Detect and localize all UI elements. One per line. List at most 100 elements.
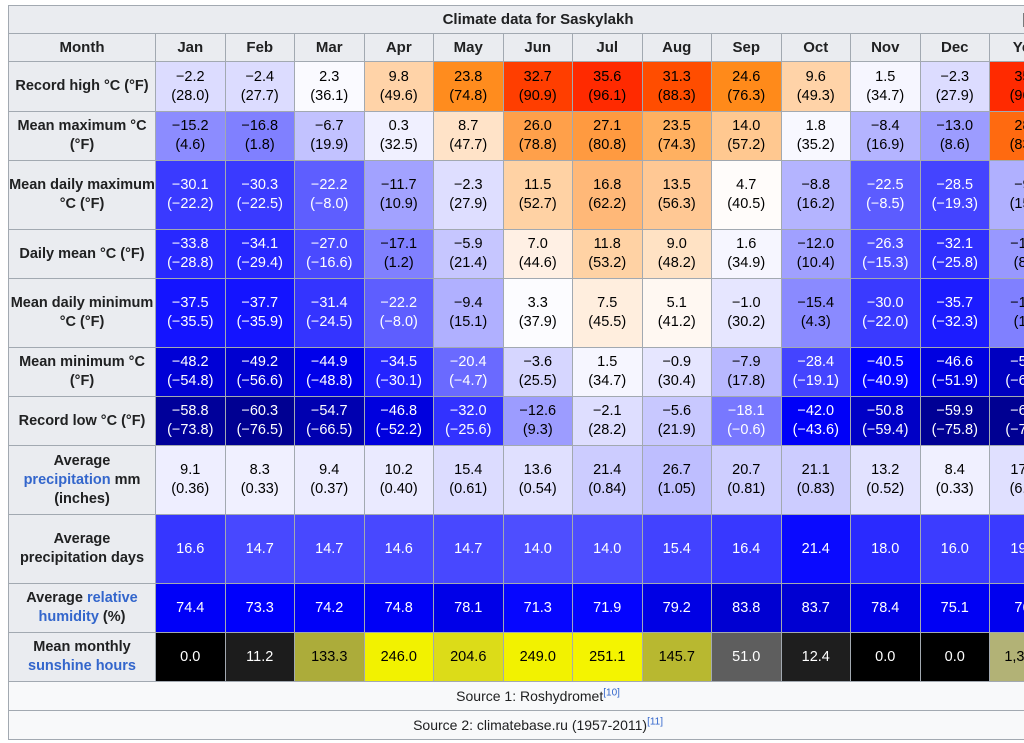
- source-reference-link[interactable]: [11]: [647, 715, 663, 727]
- data-cell-mean-daily-maximum-jul: 16.8 (62.2): [572, 160, 643, 230]
- cell-value: 71.9: [593, 599, 622, 616]
- data-cell-avg-precip-days-oct: 21.4: [780, 514, 851, 584]
- column-header-feb: Feb: [224, 33, 295, 62]
- source-row-1: Source 1: Roshydromet[10]: [7, 681, 1024, 711]
- data-cell-record-low-nov: −50.8 (−59.4): [850, 396, 921, 446]
- cell-value-fahrenheit: (41.2): [657, 314, 696, 330]
- cell-value-fahrenheit: (−25.8): [931, 255, 978, 271]
- cell-value: 26.0: [523, 118, 552, 134]
- table-title-cell: Climate data for Saskylakh [hide]: [7, 5, 1024, 34]
- source-text: Source 2: climatebase.ru (1957-2011): [413, 716, 648, 733]
- cell-value: 21.4: [593, 462, 622, 478]
- cell-value-fahrenheit: (−22.0): [862, 314, 909, 330]
- cell-value: 13.5: [662, 177, 691, 193]
- cell-value-fahrenheit: (36.1): [310, 87, 349, 104]
- data-cell-record-high-nov: 1.5 (34.7): [850, 61, 921, 112]
- cell-value-fahrenheit: (1.2): [383, 255, 414, 271]
- column-header-apr: Apr: [363, 33, 434, 62]
- row-label-link[interactable]: relative humidity: [38, 590, 138, 625]
- cell-value-fahrenheit: (−22.5): [236, 196, 283, 212]
- cell-value: −44.9: [310, 354, 348, 370]
- row-label-text: Mean daily maximum °C (°F): [9, 177, 155, 212]
- cell-value-fahrenheit: (80.8): [588, 137, 627, 153]
- cell-value: −2.3: [453, 177, 483, 193]
- cell-value: 74.8: [384, 599, 413, 616]
- cell-value: 14.0: [593, 540, 622, 557]
- cell-value: 0.3: [388, 118, 409, 134]
- data-cell-daily-mean-oct: −12.0 (10.4): [780, 229, 851, 279]
- cell-value: −34.5: [380, 354, 418, 370]
- data-cell-daily-mean-dec: −32.1 (−25.8): [919, 229, 990, 279]
- cell-value-fahrenheit: (0.52): [866, 481, 905, 497]
- row-label-link[interactable]: precipitation: [23, 471, 111, 488]
- data-cell-mean-daily-minimum-oct: −15.4 (4.3): [780, 278, 851, 348]
- cell-value: −6.7: [314, 118, 344, 134]
- data-cell-avg-precip-days-jul: 14.0: [572, 514, 643, 584]
- source-text: Source 1: Roshydromet: [456, 687, 604, 704]
- cell-value-fahrenheit: (0.40): [379, 481, 418, 497]
- cell-value: 8.7: [458, 118, 479, 134]
- data-cell-daily-mean-aug: 9.0 (48.2): [641, 229, 712, 279]
- cell-value-fahrenheit: (30.4): [657, 373, 696, 389]
- cell-value: 177.5: [1010, 462, 1024, 478]
- cell-value: 2.3: [319, 68, 340, 85]
- data-cell-mean-maximum-may: 8.7 (47.7): [433, 111, 504, 161]
- data-cell-mean-minimum-nov: −40.5 (−40.9): [850, 347, 921, 397]
- month-header-row: Month Jan Feb Mar Apr May Jun Jul Aug Sep Oct Nov De…: [8, 33, 1024, 62]
- data-cell-daily-mean-year: −13.2 (8.2): [988, 229, 1024, 279]
- cell-value-fahrenheit: (83.7): [1009, 137, 1024, 153]
- data-cell-avg-humidity-apr: 74.8: [363, 583, 434, 633]
- data-cell-record-high-year: 35.6 (96.1): [988, 61, 1024, 112]
- data-cell-avg-precip-days-dec: 16.0: [919, 514, 990, 584]
- cell-value: −7.9: [731, 354, 761, 370]
- data-cell-avg-humidity-may: 78.1: [433, 583, 504, 633]
- cell-value: −12.0: [797, 236, 835, 252]
- data-cell-avg-precip-days-nov: 18.0: [850, 514, 921, 584]
- cell-value-fahrenheit: (74.8): [449, 87, 488, 104]
- cell-value-fahrenheit: (−8.5): [866, 196, 905, 212]
- climate-infobox: Climate data for Saskylakh [hide] MonthJ…: [7, 5, 1024, 740]
- row-label-record-low: Record low °C (°F): [8, 396, 156, 446]
- cell-value-fahrenheit: (−73.8): [167, 422, 214, 438]
- cell-value-fahrenheit: (15.5): [1009, 196, 1024, 212]
- cell-value: 32.7: [523, 68, 552, 85]
- cell-value: 74.2: [315, 599, 344, 616]
- cell-value-fahrenheit: (−19.3): [931, 196, 978, 212]
- cell-value-fahrenheit: (96.1): [588, 87, 627, 104]
- data-cell-avg-precip-days-feb: 14.7: [224, 514, 295, 584]
- data-cell-mean-minimum-mar: −44.9 (−48.8): [294, 347, 365, 397]
- data-cell-mean-daily-maximum-sep: 4.7 (40.5): [711, 160, 782, 230]
- cell-value: −30.3: [241, 177, 279, 193]
- hide-toggle[interactable]: [hide]: [1022, 10, 1024, 29]
- cell-value: 74.4: [176, 599, 205, 616]
- data-cell-avg-precip-oct: 21.1 (0.83): [780, 445, 851, 515]
- cell-value-fahrenheit: (−0.6): [727, 422, 766, 438]
- data-cell-record-low-jan: −58.8 (−73.8): [155, 396, 226, 446]
- column-header-aug: Aug: [641, 33, 712, 62]
- cell-value: 14.7: [245, 540, 274, 557]
- cell-value-fahrenheit: (−43.6): [792, 422, 839, 438]
- row-record-low: Record low °C (°F) −58.8 (−73.8) −60.3 (−76.…: [8, 396, 1024, 446]
- data-cell-daily-mean-may: −5.9 (21.4): [433, 229, 504, 279]
- cell-value-fahrenheit: (−4.7): [449, 373, 488, 389]
- row-label-link[interactable]: sunshine hours: [28, 658, 136, 674]
- cell-value-fahrenheit: (34.7): [866, 87, 905, 104]
- cell-value-fahrenheit: (−61.8): [1005, 373, 1024, 389]
- source-reference-link[interactable]: [10]: [603, 686, 620, 698]
- cell-value-fahrenheit: (−22.2): [167, 196, 214, 212]
- data-cell-mean-daily-minimum-sep: −1.0 (30.2): [711, 278, 782, 348]
- cell-value: −2.4: [245, 68, 275, 85]
- row-label-avg-humidity: Average relative humidity (%): [8, 583, 156, 633]
- data-cell-record-high-mar: 2.3 (36.1): [294, 61, 365, 112]
- cell-value-fahrenheit: (9.3): [522, 422, 553, 438]
- data-cell-mean-daily-minimum-aug: 5.1 (41.2): [641, 278, 712, 348]
- data-cell-sunshine-mar: 133.3: [294, 632, 365, 682]
- cell-value: −15.4: [797, 295, 835, 311]
- data-cell-record-high-jul: 35.6 (96.1): [572, 61, 643, 112]
- row-label-text: Record high °C (°F): [15, 78, 149, 94]
- cell-value-fahrenheit: (28.2): [588, 422, 627, 438]
- cell-value: 13.6: [523, 462, 552, 478]
- cell-value: 1,304.3: [1004, 648, 1024, 665]
- data-cell-avg-precip-nov: 13.2 (0.52): [850, 445, 921, 515]
- data-cell-mean-minimum-aug: −0.9 (30.4): [641, 347, 712, 397]
